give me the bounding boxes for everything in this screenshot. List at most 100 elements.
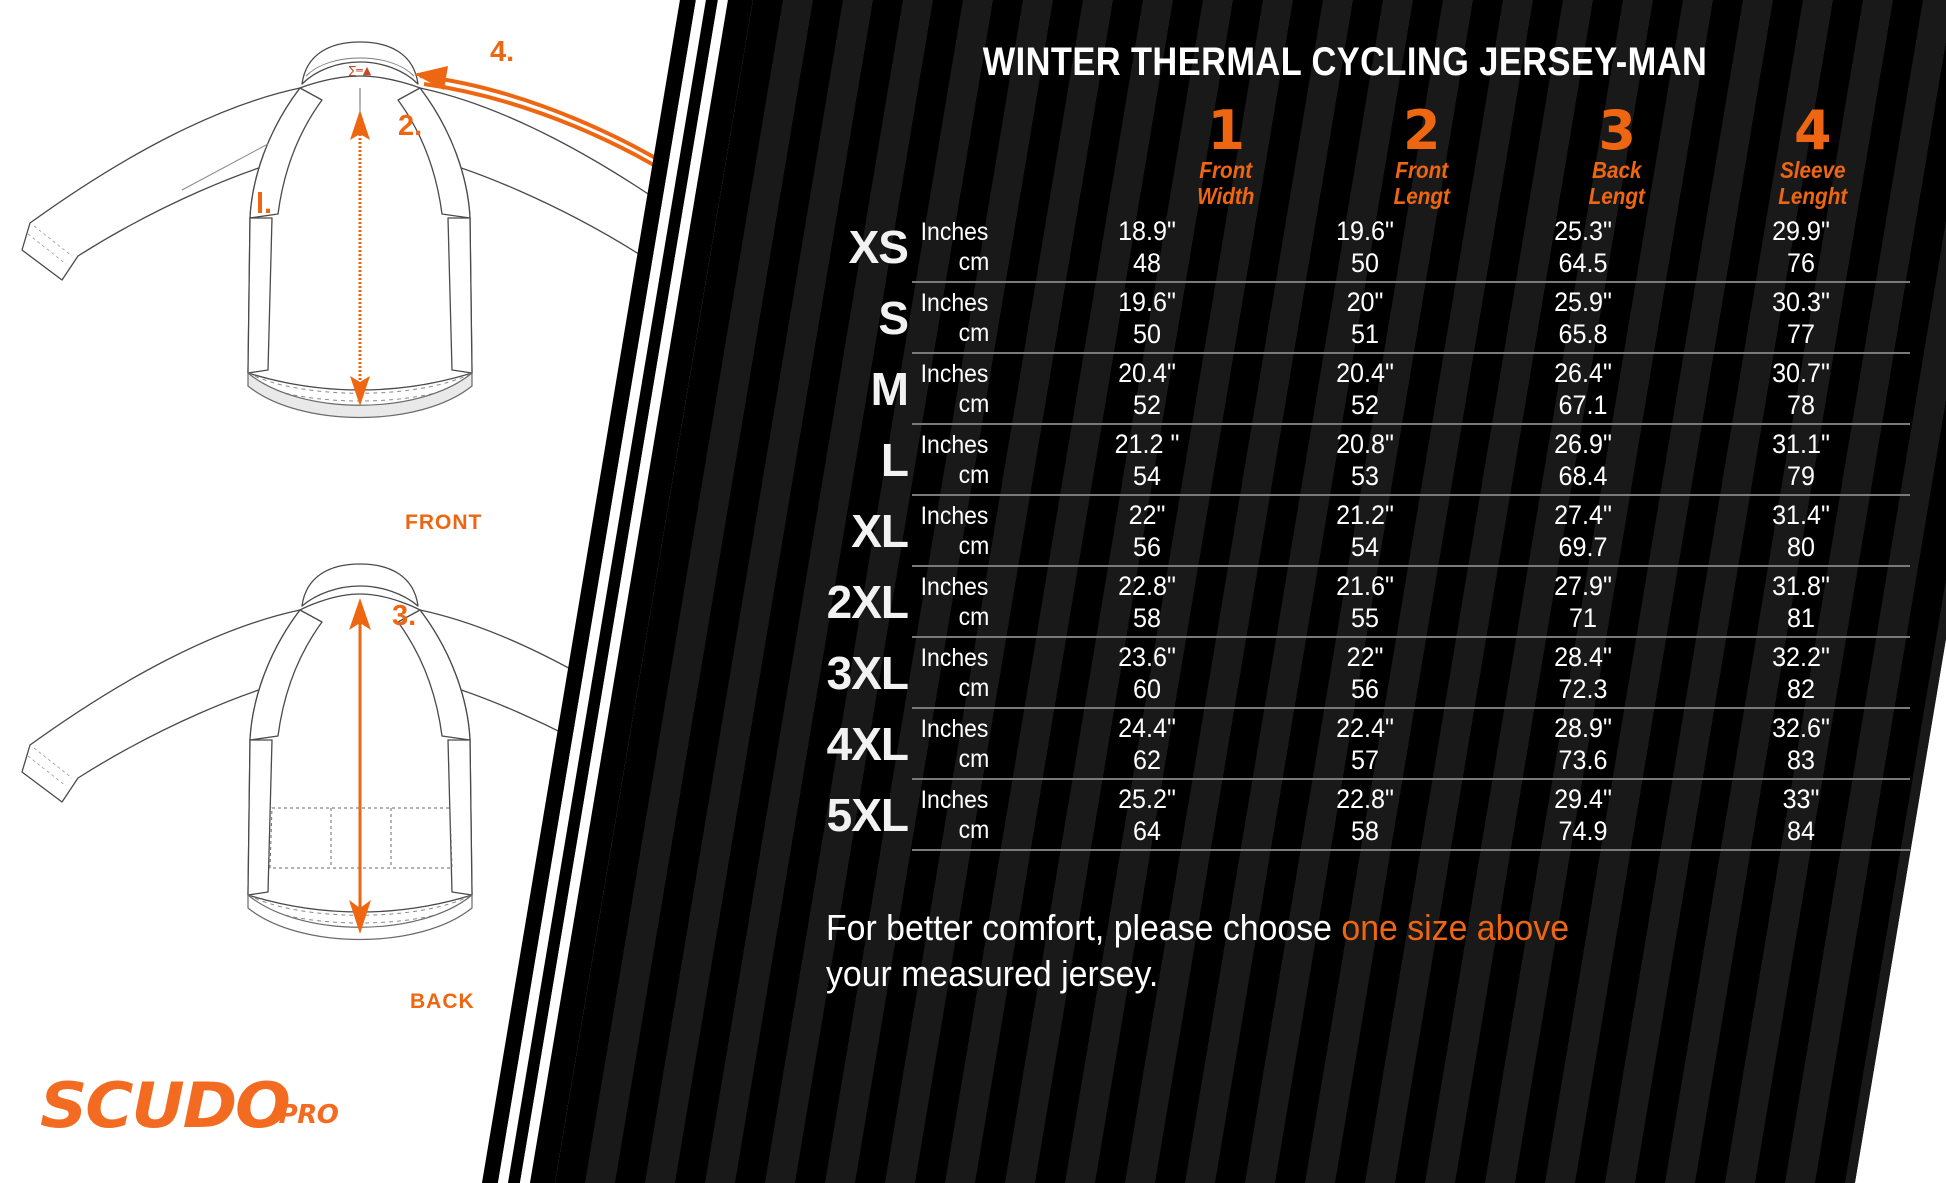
size-label-xl: XL xyxy=(851,504,909,557)
cell-inches: 21.2 " xyxy=(1114,428,1180,459)
size-label-xs: XS xyxy=(848,220,909,273)
table-row: 4XL Inches cm 24.4" 62 22.4" 57 28.9" 73.6 32.6" 8… xyxy=(780,709,1946,780)
cell-inches: 19.6" xyxy=(1336,215,1394,246)
cell-l-col4: 31.1" 79 xyxy=(1700,425,1903,496)
cell-cm: 50 xyxy=(1133,318,1161,349)
unit-cm-label: cm xyxy=(958,531,990,560)
table-column-headers: 1 Front Width 2 Front Lengt 3 Back Lengt… xyxy=(868,99,1911,210)
size-label-4xl: 4XL xyxy=(826,717,909,770)
cell-cm: 62 xyxy=(1133,744,1161,775)
cell-inches: 25.2" xyxy=(1118,783,1176,814)
cell-xl-col1: 22" 56 xyxy=(1046,496,1249,567)
row-divider xyxy=(912,565,1910,567)
cell-inches: 21.6" xyxy=(1336,570,1394,601)
cell-inches: 30.3" xyxy=(1772,286,1830,317)
cell-4xl-col4: 32.6" 83 xyxy=(1700,709,1903,780)
table-row: 2XL Inches cm 22.8" 58 21.6" 55 27.9" 71 31.8" 81 xyxy=(780,567,1946,638)
measure-arrow-3 xyxy=(349,598,371,934)
cell-inches: 20.8" xyxy=(1336,428,1394,459)
cell-xl-col4: 31.4" 80 xyxy=(1700,496,1903,567)
column-caption-2-line2: Lengt xyxy=(1393,183,1450,210)
cell-cm: 79 xyxy=(1787,460,1815,491)
callout-2: 2. xyxy=(398,110,423,142)
cell-inches: 20.4" xyxy=(1118,357,1176,388)
unit-column: Inches cm xyxy=(915,283,1033,354)
unit-inches-label: Inches xyxy=(920,360,989,388)
cell-cm: 71 xyxy=(1569,602,1597,633)
cell-cm: 51 xyxy=(1351,318,1379,349)
cell-inches: 33" xyxy=(1782,783,1820,814)
column-number-2: 2 xyxy=(1402,99,1441,162)
table-row: 3XL Inches cm 23.6" 60 22" 56 28.4" 72.3 32.2" 82 xyxy=(780,638,1946,709)
cell-2xl-col3: 27.9" 71 xyxy=(1482,567,1685,638)
cell-cm: 55 xyxy=(1351,602,1379,633)
rear-pockets xyxy=(269,807,453,869)
unit-column: Inches cm xyxy=(915,567,1033,638)
cell-s-col3: 25.9" 65.8 xyxy=(1482,283,1685,354)
column-header-sleeve-length: 4 Sleeve Lenght xyxy=(1715,103,1911,210)
cell-xs-col4: 29.9" 76 xyxy=(1700,212,1903,283)
cell-cm: 52 xyxy=(1133,389,1161,420)
column-number-1: 1 xyxy=(1207,99,1245,162)
unit-inches-label: Inches xyxy=(920,502,989,530)
cell-4xl-col3: 28.9" 73.6 xyxy=(1482,709,1685,780)
value-columns: 25.2" 64 22.8" 58 29.4" 74.9 33" 84 xyxy=(1038,780,1910,851)
cell-cm: 53 xyxy=(1351,460,1379,491)
cell-m-col4: 30.7" 78 xyxy=(1700,354,1903,425)
cell-inches: 22.8" xyxy=(1336,783,1394,814)
cell-cm: 48 xyxy=(1133,247,1161,278)
cell-s-col2: 20" 51 xyxy=(1264,283,1467,354)
cell-3xl-col2: 22" 56 xyxy=(1264,638,1467,709)
cell-cm: 65.8 xyxy=(1558,318,1608,349)
cell-inches: 25.3" xyxy=(1554,215,1612,246)
cell-inches: 22.4" xyxy=(1336,712,1394,743)
cell-cm: 83 xyxy=(1787,744,1815,775)
cell-cm: 72.3 xyxy=(1558,673,1608,704)
cell-m-col2: 20.4" 52 xyxy=(1264,354,1467,425)
row-divider xyxy=(912,849,1910,851)
cell-inches: 29.9" xyxy=(1772,215,1830,246)
cell-cm: 50 xyxy=(1351,247,1379,278)
unit-inches-label: Inches xyxy=(920,289,989,317)
cell-cm: 64.5 xyxy=(1558,247,1608,278)
size-label-3xl: 3XL xyxy=(826,646,909,699)
row-divider xyxy=(912,636,1910,638)
measure-arrow-2 xyxy=(350,110,370,406)
column-caption-4-line2: Lenght xyxy=(1777,183,1847,210)
cell-cm: 68.4 xyxy=(1558,460,1608,491)
cell-xl-col2: 21.2" 54 xyxy=(1264,496,1467,567)
callout-4: 4. xyxy=(490,36,515,68)
measure-arrow-4-head xyxy=(414,66,448,90)
cell-inches: 32.2" xyxy=(1772,641,1830,672)
unit-cm-label: cm xyxy=(958,460,990,489)
cell-s-col1: 19.6" 50 xyxy=(1046,283,1249,354)
row-divider xyxy=(912,423,1910,425)
cell-inches: 20.4" xyxy=(1336,357,1394,388)
cell-cm: 67.1 xyxy=(1558,389,1608,420)
value-columns: 23.6" 60 22" 56 28.4" 72.3 32.2" 82 xyxy=(1038,638,1910,709)
cell-m-col1: 20.4" 52 xyxy=(1046,354,1249,425)
value-columns: 22" 56 21.2" 54 27.4" 69.7 31.4" 80 xyxy=(1038,496,1910,567)
cell-cm: 52 xyxy=(1351,389,1379,420)
column-header-front-length: 2 Front Lengt xyxy=(1324,99,1520,210)
cell-inches: 22" xyxy=(1128,499,1166,530)
unit-column: Inches cm xyxy=(915,638,1033,709)
unit-column: Inches cm xyxy=(915,780,1033,851)
column-caption-3-line2: Lengt xyxy=(1588,183,1645,210)
unit-column: Inches cm xyxy=(915,425,1033,496)
value-columns: 18.9" 48 19.6" 50 25.3" 64.5 29.9" 76 xyxy=(1038,212,1910,283)
cell-cm: 84 xyxy=(1787,815,1815,846)
unit-cm-label: cm xyxy=(958,318,990,347)
cell-cm: 78 xyxy=(1787,389,1815,420)
cell-cm: 81 xyxy=(1787,602,1815,633)
cell-inches: 18.9" xyxy=(1118,215,1176,246)
column-caption-4-line1: Sleeve xyxy=(1779,157,1846,184)
cell-inches: 26.4" xyxy=(1554,357,1612,388)
cell-5xl-col1: 25.2" 64 xyxy=(1046,780,1249,851)
value-columns: 19.6" 50 20" 51 25.9" 65.8 30.3" 77 xyxy=(1038,283,1910,354)
cell-inches: 32.6" xyxy=(1772,712,1830,743)
unit-column: Inches cm xyxy=(915,709,1033,780)
cell-3xl-col1: 23.6" 60 xyxy=(1046,638,1249,709)
unit-cm-label: cm xyxy=(958,673,990,702)
